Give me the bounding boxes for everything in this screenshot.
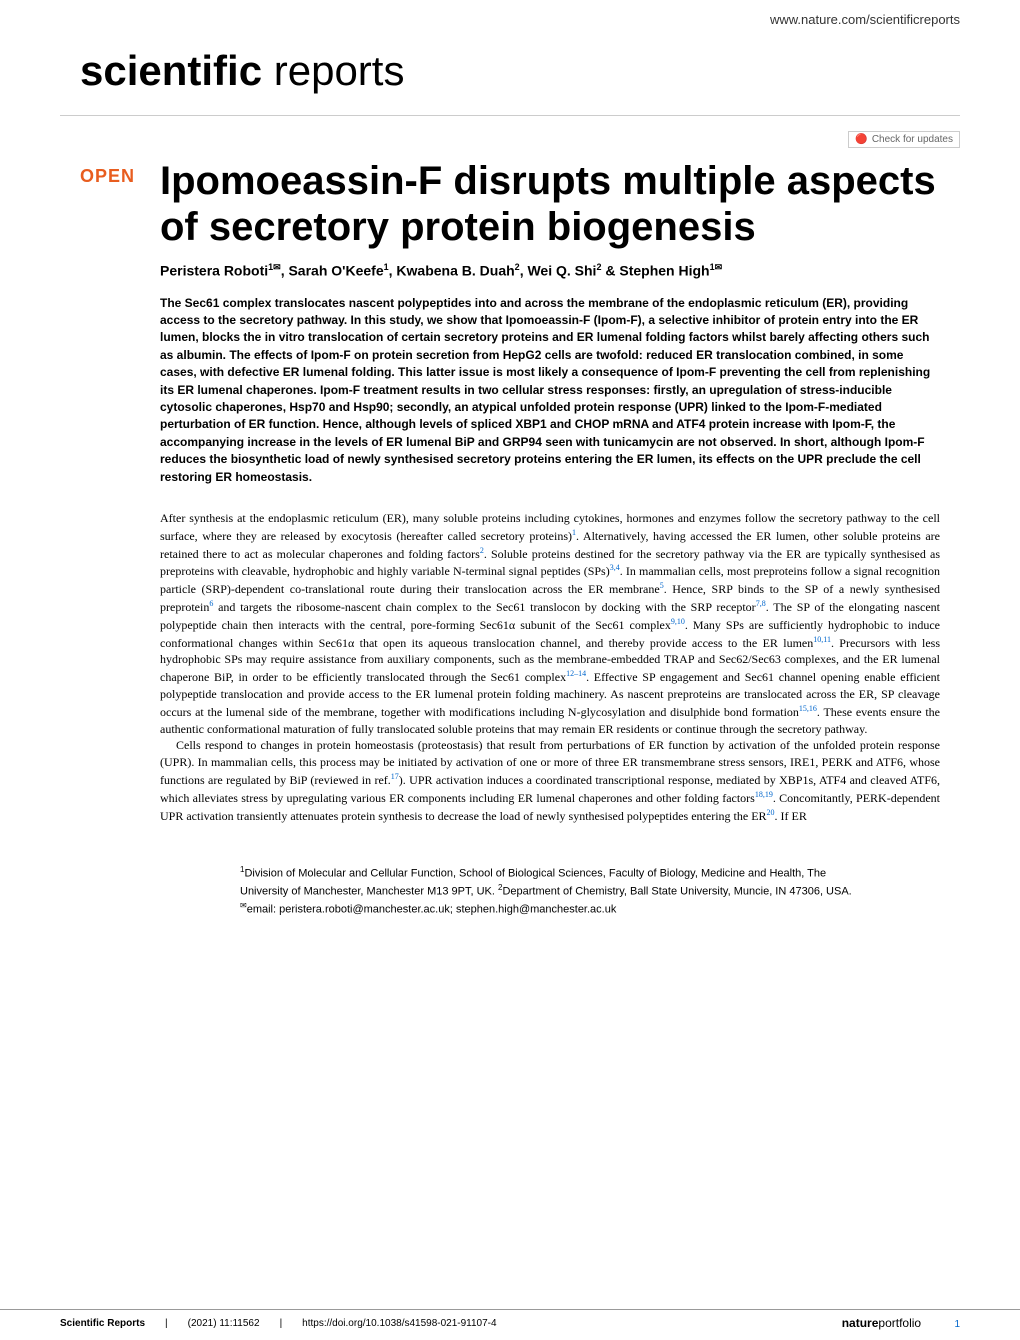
- authors-list: Peristera Roboti1✉, Sarah O'Keefe1, Kwab…: [160, 262, 940, 279]
- check-updates-container: 🔴 Check for updates: [0, 131, 1020, 148]
- publisher-bold: nature: [842, 1316, 879, 1330]
- footer-divider-2: |: [280, 1318, 283, 1329]
- check-updates-icon: 🔴: [855, 134, 867, 145]
- abstract: The Sec61 complex translocates nascent p…: [160, 295, 940, 486]
- paragraph-2: Cells respond to changes in protein home…: [160, 737, 940, 824]
- header-url: www.nature.com/scientificreports: [0, 0, 1020, 27]
- publisher-light: portfolio: [878, 1316, 921, 1330]
- journal-name-light: reports: [262, 47, 404, 94]
- publisher-logo: natureportfolio: [842, 1316, 925, 1330]
- footer-journal: Scientific Reports: [60, 1318, 145, 1329]
- check-updates-button[interactable]: 🔴 Check for updates: [848, 131, 960, 148]
- footer: Scientific Reports | (2021) 11:11562 | h…: [0, 1309, 1020, 1330]
- affiliations: 1Division of Molecular and Cellular Func…: [240, 864, 860, 918]
- journal-name-bold: scientific: [80, 47, 262, 94]
- journal-logo: scientific reports: [0, 27, 1020, 115]
- page-number: 1: [954, 1319, 960, 1330]
- paragraph-1: After synthesis at the endoplasmic retic…: [160, 510, 940, 737]
- footer-divider: |: [165, 1318, 168, 1329]
- footer-left: Scientific Reports | (2021) 11:11562 | h…: [60, 1318, 497, 1329]
- footer-doi[interactable]: https://doi.org/10.1038/s41598-021-91107…: [302, 1318, 496, 1329]
- check-updates-label: Check for updates: [872, 134, 953, 145]
- body-text: After synthesis at the endoplasmic retic…: [160, 510, 940, 824]
- footer-citation: (2021) 11:11562: [188, 1318, 260, 1329]
- open-access-badge: OPEN: [80, 166, 135, 187]
- article-title: Ipomoeassin-F disrupts multiple aspects …: [160, 158, 940, 250]
- main-content: OPEN Ipomoeassin-F disrupts multiple asp…: [0, 148, 1020, 918]
- footer-right: natureportfolio 1: [842, 1316, 960, 1330]
- header-divider: [60, 115, 960, 116]
